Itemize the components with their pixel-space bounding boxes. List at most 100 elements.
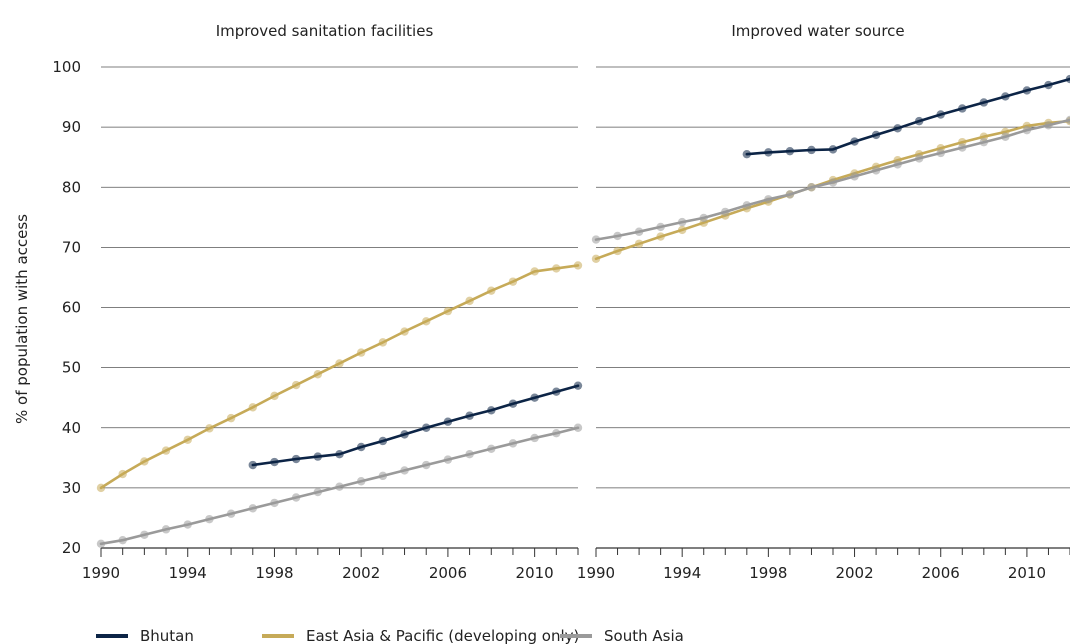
data-point [205,514,214,524]
x-tick-label: 2010 [516,564,554,582]
data-point [893,124,902,133]
data-point [530,393,539,402]
data-point [335,450,344,459]
data-point [96,539,106,548]
data-point [552,387,561,396]
series-line-bhutan [745,77,1070,156]
data-point [936,148,945,158]
data-point [742,149,752,159]
data-point [742,201,752,210]
data-point [936,110,945,119]
data-point [161,446,171,455]
x-tick-label: 2002 [342,564,380,582]
data-point [508,277,518,286]
data-point [828,145,838,154]
data-point [248,504,257,513]
data-point [914,154,924,163]
series-bhutan-improved-water-source [742,74,1070,159]
data-point [400,327,409,336]
data-point [443,455,453,464]
data-point [118,535,127,545]
x-tick-label: 1990 [577,564,615,582]
x-tick-label: 1998 [255,564,293,582]
data-point [313,370,323,379]
data-point [183,520,192,529]
series-line-east-asia-pacific-developing-only [594,119,1070,261]
data-point [958,104,967,113]
legend-item-bhutan: Bhutan [96,627,194,644]
data-point [573,261,583,270]
series-south-asia-improved-water-source [591,115,1070,244]
data-point [291,493,301,502]
data-point [613,231,622,241]
panel-titles: Improved sanitation facilities Improved w… [216,22,905,40]
data-point [313,487,323,497]
legend-label: East Asia & Pacific (developing only) [306,627,579,644]
y-tick-label: 60 [62,299,81,317]
data-point [552,428,561,438]
data-point [335,359,344,368]
x-tick-label: 2006 [922,564,960,582]
data-point [248,460,257,470]
data-point [634,227,644,236]
x-tick-label: 1998 [749,564,787,582]
data-point [335,482,344,491]
data-point [465,296,474,306]
data-point [270,498,279,508]
gridlines [101,66,1070,549]
data-point [226,509,236,518]
data-point [979,98,989,107]
data-point [140,530,149,539]
data-point [1044,121,1053,130]
data-point [871,130,881,140]
data-point [785,190,795,199]
panel-title-improved-sanitation-facilities: Improved sanitation facilities [216,22,434,40]
y-tick-label: 50 [62,359,81,377]
data-point [1065,115,1070,125]
data-point [443,306,453,316]
data-point [356,477,366,486]
data-point [785,146,795,156]
data-point [313,452,323,461]
data-point [248,403,257,412]
legend-item-east-asia-pacific-developing-only: East Asia & Pacific (developing only) [262,627,579,644]
data-point [422,423,431,432]
data-point [1001,132,1010,141]
data-point [291,454,301,464]
data-point [893,160,902,169]
y-axis-label: % of population with access [13,214,31,424]
series-line-bhutan [251,384,580,467]
data-point [1022,125,1032,135]
data-point [96,483,106,493]
legend-item-south-asia: South Asia [560,627,684,644]
y-tick-label: 100 [52,58,81,76]
data-point [573,423,583,432]
data-point [422,460,431,470]
data-point [161,525,171,534]
data-point [613,246,622,256]
data-point [270,457,279,467]
data-point [764,195,773,204]
series-layer [96,74,1070,548]
y-tick-label: 20 [62,539,81,557]
data-point [828,178,838,187]
data-point [400,430,409,439]
data-point [140,457,149,466]
y-tick-label: 40 [62,419,81,437]
data-point [291,380,301,390]
data-point [487,444,496,453]
x-tick-label: 1994 [663,564,701,582]
data-point [508,399,518,408]
data-point [552,264,561,273]
data-point [677,225,687,235]
data-point [656,232,665,241]
data-point [530,433,539,443]
legend-label: Bhutan [140,627,194,644]
data-point [118,469,127,479]
data-point [850,172,859,181]
data-point [764,148,773,157]
series-east-asia-pacific-developing-only-improved-sanitation-facilities [96,261,583,493]
data-point [422,317,431,326]
data-point [465,411,474,420]
data-point [183,435,192,444]
